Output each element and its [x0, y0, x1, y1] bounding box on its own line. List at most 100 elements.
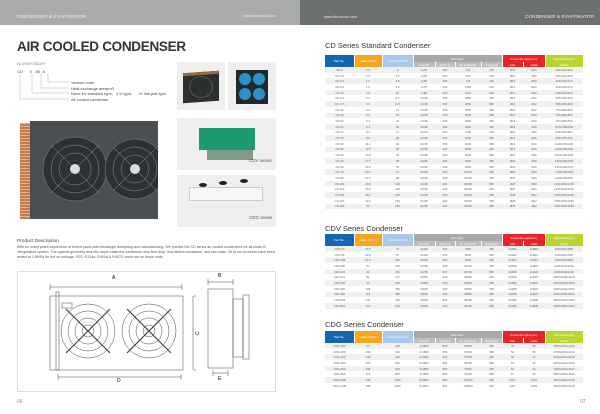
- cell-voltage: 380: [481, 180, 502, 187]
- nom-air-cooled: Air cooled condenser: [71, 97, 109, 102]
- cell-voltage: 380: [481, 257, 502, 264]
- cell-outline: 1170x180x530: [545, 123, 583, 130]
- cell-dia: 350: [435, 135, 455, 141]
- spec-table: Part No. Capacity(KW) Coil surface(m²) Fan …: [325, 55, 584, 210]
- cell-input: 1x35: [413, 67, 435, 73]
- page-number-left: 06: [17, 399, 23, 405]
- cell-capacity: 264: [365, 372, 371, 377]
- cell-outlet: Ø10: [523, 67, 545, 73]
- cell-inlet: Ø19: [509, 119, 516, 124]
- cell-airflow: 3700: [464, 130, 472, 135]
- cell-voltage: 380: [481, 354, 502, 361]
- header-dia: Dia(mm): [435, 62, 456, 67]
- table-row: CDG-400 136 400 2x1800 800 37600 380 54 42 2700x2…: [325, 354, 583, 361]
- cell-airflow: 18800: [455, 343, 481, 349]
- header-inlet: inlet: [502, 338, 524, 343]
- cell-inlet: Ø19: [502, 146, 523, 153]
- spec-table: Part No. Capacity(KW) Coil surface(m²) Fan …: [325, 234, 584, 309]
- header-capacity: Capacity(KW): [354, 55, 383, 67]
- cell-part-no: CD-4.6: [325, 78, 354, 85]
- cell-airflow: 8200: [455, 257, 481, 264]
- cell-input: 6x180: [420, 198, 428, 203]
- cell-airflow: 34800: [455, 291, 481, 298]
- cell-capacity: 47.5: [354, 257, 382, 264]
- cell-outline: 2960x1030x1100: [553, 275, 575, 280]
- cell-coil-surface: 1200: [394, 383, 401, 388]
- cell-outline: 1015x180x600: [554, 153, 574, 158]
- cell-dia: 800: [442, 349, 448, 354]
- cell-capacity: 35.6: [365, 187, 371, 192]
- header-coil-surface: Coil surface(m²): [382, 55, 414, 67]
- cell-voltage: 380: [481, 246, 502, 252]
- cell-capacity: 11.2: [365, 141, 371, 146]
- cell-dia: 400: [442, 119, 448, 124]
- cell-input: 1x150: [413, 101, 435, 107]
- cell-input: 1x75: [420, 84, 428, 89]
- cell-input: 4x180: [420, 187, 428, 192]
- cell-airflow: 20700: [464, 263, 472, 268]
- cell-part-no: CDV-360: [333, 286, 346, 291]
- cell-outlet: 42: [532, 360, 536, 365]
- cell-coil-surface: 270: [395, 275, 400, 280]
- cell-coil-surface: 160: [395, 198, 400, 203]
- cell-inlet: 54: [502, 354, 523, 361]
- table-row: CD-160 42.2 160 6x180 400 18000 380 Ø28 Ø22 1350x…: [325, 198, 583, 204]
- cell-dia: 200: [435, 67, 455, 73]
- header-inlet: inlet: [502, 62, 524, 67]
- cell-input: 1x150: [420, 107, 428, 112]
- nom-type-v: V:V type;: [116, 91, 133, 96]
- cell-coil-surface: 80: [395, 175, 400, 180]
- header-voltage: Voltage(V): [481, 338, 503, 343]
- cell-outlet: Ø22: [523, 180, 545, 187]
- description-heading: Product Description: [17, 239, 59, 244]
- cell-voltage: 220: [489, 130, 494, 135]
- table-row: CD-150 38.2 150 6x180 400 18000 380 Ø28 Ø22 1350x…: [325, 192, 583, 198]
- header-airflow: Air flow(m³/h): [455, 338, 482, 343]
- cell-outline: 750x180x460: [555, 107, 573, 112]
- nom-area: Heat exchange area(m²): [71, 86, 115, 91]
- left-header-website: www.fleoncool.com: [243, 14, 277, 18]
- cell-outlet: Ø10: [531, 73, 537, 78]
- cell-part-no: CD-11.5: [325, 101, 354, 107]
- cell-coil-surface: 5.6: [395, 84, 400, 89]
- cell-outlet: 2xØ28: [529, 298, 539, 303]
- cell-airflow: 1850: [464, 107, 472, 112]
- cell-part-no: CD-150: [325, 192, 354, 198]
- right-header-website: www.fleoncool.com: [324, 15, 358, 19]
- cell-input: 4x1800: [419, 372, 429, 377]
- cell-coil-surface: 380: [382, 291, 413, 298]
- cell-coil-surface: 4.6: [382, 78, 413, 85]
- cell-airflow: 10100: [455, 169, 481, 176]
- cell-inlet: 2xØ35: [508, 286, 517, 291]
- cell-dia: 400: [435, 158, 455, 164]
- cell-outline: 4200x2210x1140: [553, 360, 575, 365]
- cell-outlet: Ø12: [531, 130, 537, 135]
- cell-input: 2x180: [420, 164, 428, 169]
- cell-coil-surface: 55: [395, 164, 400, 169]
- cell-voltage: 380: [481, 146, 502, 153]
- cell-outlet: Ø22: [531, 198, 537, 203]
- cell-dia: 400: [442, 198, 448, 203]
- page-title: AIR COOLED CONDENSER: [17, 39, 186, 54]
- right-header-bar: www.fleoncool.com CONDENSER & EVAPORATOR: [300, 0, 600, 25]
- cell-dia: 550: [435, 246, 455, 252]
- cell-dia: 630: [442, 275, 448, 280]
- cell-input: 1x150: [420, 96, 428, 101]
- cell-coil-surface: 8.4: [395, 96, 400, 101]
- nomenclature-heading: Nomenclature: [17, 61, 46, 66]
- cell-airflow: 79640: [464, 372, 472, 377]
- cell-voltage: 380: [489, 96, 494, 101]
- cell-dia: 800: [435, 343, 455, 349]
- header-connection-pipe: Connection pipe(mm): [502, 331, 546, 338]
- cell-outlet: Ø22: [523, 203, 545, 210]
- cell-outline: 1940x910x1100: [545, 268, 583, 275]
- cell-part-no: CDG-400: [325, 354, 354, 361]
- cell-airflow: 410: [465, 73, 471, 78]
- cell-dia: 800: [435, 365, 455, 372]
- cell-outlet: Ø10: [531, 84, 537, 89]
- header-fan-motor: Fan motor: [413, 234, 503, 241]
- nomenclature-code: CD V - 80 A: [17, 69, 45, 74]
- cell-outline: 370x100x270: [545, 78, 583, 85]
- cell-part-no: CD-E: [325, 67, 354, 73]
- cell-inlet: 2xØ28: [502, 268, 523, 275]
